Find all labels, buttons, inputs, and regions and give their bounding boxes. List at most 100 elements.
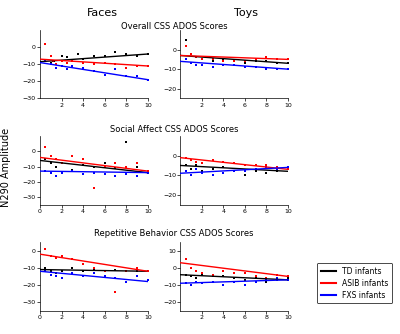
Point	[242, 169, 248, 174]
Point	[188, 167, 194, 172]
Point	[58, 53, 65, 58]
Point	[263, 55, 270, 60]
Point	[53, 164, 59, 169]
Point	[69, 58, 76, 63]
Point	[42, 265, 48, 271]
Point	[145, 277, 151, 283]
Point	[48, 153, 54, 159]
Point	[102, 53, 108, 58]
Point	[53, 173, 59, 178]
Point	[198, 270, 205, 276]
Point	[51, 58, 57, 63]
Point	[231, 59, 237, 64]
Point	[220, 159, 226, 164]
Point	[48, 53, 54, 58]
Point	[145, 170, 151, 175]
Text: Repetitive Behavior CSS ADOS Scores: Repetitive Behavior CSS ADOS Scores	[94, 229, 254, 238]
Point	[220, 282, 226, 288]
Point	[42, 41, 48, 46]
Point	[91, 170, 97, 175]
Point	[91, 53, 97, 58]
Point	[80, 56, 86, 62]
Point	[193, 269, 200, 274]
Point	[69, 257, 76, 262]
Point	[123, 269, 130, 274]
Point	[134, 265, 140, 271]
Point	[42, 168, 48, 174]
Point	[209, 274, 216, 279]
Point	[274, 61, 280, 66]
Point	[91, 265, 97, 271]
Point	[91, 270, 97, 276]
Point	[134, 164, 140, 169]
Point	[182, 43, 189, 48]
Point	[242, 173, 248, 178]
Point	[53, 255, 59, 260]
Point	[58, 269, 65, 274]
Point	[134, 161, 140, 166]
Point	[134, 269, 140, 274]
Point	[242, 61, 248, 66]
Point	[123, 73, 130, 79]
Point	[91, 185, 97, 190]
Point	[145, 269, 151, 274]
Text: Social Affect CSS ADOS Scores: Social Affect CSS ADOS Scores	[110, 125, 238, 134]
Point	[285, 57, 291, 62]
Point	[134, 73, 140, 79]
Point	[209, 157, 216, 162]
Point	[64, 55, 70, 60]
Point	[102, 274, 108, 279]
Point	[112, 61, 119, 67]
Text: Overall CSS ADOS Scores: Overall CSS ADOS Scores	[121, 22, 227, 31]
Point	[112, 276, 119, 281]
Point	[274, 167, 280, 172]
Point	[53, 274, 59, 279]
Point	[188, 51, 194, 56]
Point	[58, 58, 65, 63]
Text: Faces: Faces	[86, 8, 118, 18]
Point	[263, 59, 270, 64]
Point	[48, 60, 54, 65]
Point	[285, 165, 291, 170]
Point	[53, 61, 59, 67]
Point	[263, 163, 270, 168]
Legend: TD infants, ASIB infants, FXS infants: TD infants, ASIB infants, FXS infants	[317, 263, 392, 304]
Point	[69, 58, 76, 63]
Point	[285, 276, 291, 281]
Point	[64, 60, 70, 65]
Point	[188, 157, 194, 162]
Point	[80, 171, 86, 177]
Point	[198, 161, 205, 166]
Point	[220, 269, 226, 274]
Point	[145, 269, 151, 274]
Point	[134, 274, 140, 279]
Point	[193, 55, 200, 60]
Point	[182, 272, 189, 277]
Point	[134, 53, 140, 58]
Point	[242, 277, 248, 283]
Point	[193, 159, 200, 164]
Point	[231, 62, 237, 68]
Point	[274, 169, 280, 174]
Point	[231, 169, 237, 174]
Point	[42, 144, 48, 149]
Point	[58, 170, 65, 175]
Point	[112, 161, 119, 166]
Point	[263, 165, 270, 170]
Point	[198, 272, 205, 277]
Point	[42, 58, 48, 63]
Point	[91, 61, 97, 67]
Point	[53, 156, 59, 162]
Point	[242, 270, 248, 276]
Point	[193, 55, 200, 60]
Point	[285, 165, 291, 170]
Text: N290 Amplitude: N290 Amplitude	[1, 128, 11, 206]
Point	[145, 77, 151, 82]
Point	[42, 246, 48, 252]
Point	[231, 276, 237, 281]
Point	[134, 63, 140, 69]
Point	[182, 169, 189, 174]
Point	[231, 161, 237, 166]
Point	[274, 277, 280, 283]
Point	[123, 65, 130, 70]
